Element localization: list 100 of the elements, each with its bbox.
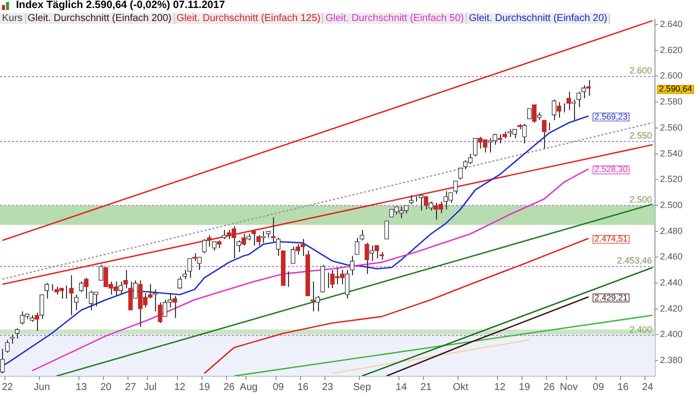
candlestick xyxy=(472,138,478,157)
y-tick-label: 2.600 xyxy=(660,70,683,81)
candlestick xyxy=(202,238,207,254)
ref-line-label: 2.400 xyxy=(629,324,652,334)
text: Gleit. Durchschnitt (Einfach 50) xyxy=(323,13,467,24)
candlestick xyxy=(364,242,370,274)
text: Gleit. Durchschnitt (Einfach 20) xyxy=(466,13,610,24)
y-tick-label: 2.420 xyxy=(660,303,683,314)
x-tick-label: 26 xyxy=(223,382,236,393)
candlestick xyxy=(152,288,158,312)
y-tick-label: 2.560 xyxy=(660,122,683,132)
candlestick xyxy=(187,258,192,278)
candlestick xyxy=(408,194,414,205)
x-tick-label: 26 xyxy=(544,382,556,393)
y-tick-label: 2.400 xyxy=(660,329,683,340)
y-tick-label: 2.380 xyxy=(660,354,683,365)
data-label: 2.429,21 xyxy=(594,292,628,302)
x-tick-label: Okt xyxy=(452,382,468,393)
candlestick xyxy=(290,246,296,264)
candlestick xyxy=(177,276,182,289)
candlestick xyxy=(118,281,123,296)
x-tick-label: Jun xyxy=(34,382,50,393)
candlestick xyxy=(424,196,428,210)
candlestick xyxy=(532,104,537,124)
candlestick xyxy=(468,153,473,165)
candlestick xyxy=(556,102,562,118)
y-tick-label: 2.460 xyxy=(660,252,683,262)
x-tick-label: 19 xyxy=(198,382,210,393)
candlestick xyxy=(172,295,178,318)
candlestick xyxy=(586,80,591,96)
y-tick-label: 2.540 xyxy=(660,148,683,158)
candlestick xyxy=(212,241,217,252)
candlestick xyxy=(14,328,20,340)
candlestick xyxy=(5,339,10,354)
x-tick-label: 27 xyxy=(124,382,137,393)
candlestick xyxy=(0,348,5,374)
x-tick-label: 22 xyxy=(2,382,14,393)
candlestick xyxy=(206,234,212,248)
x-tick-label: 16 xyxy=(297,382,309,393)
candlestick xyxy=(98,264,104,281)
y-tick-label: 2.580 xyxy=(660,96,683,107)
candlestick xyxy=(576,91,581,108)
x-tick-label: 09 xyxy=(592,382,604,393)
y-tick-label: 2.640 xyxy=(660,19,683,30)
chart-title: Index Täglich 2.590,64 (-0,02%) 07.11.2017 xyxy=(16,0,225,11)
y-tick-label: 2.620 xyxy=(660,44,683,55)
x-tick-label: 20 xyxy=(100,382,112,393)
x-tick-label: 23 xyxy=(322,382,334,393)
candlestick xyxy=(581,84,586,99)
candlestick xyxy=(344,270,350,299)
x-tick-label: Jul xyxy=(144,382,157,393)
candlestick xyxy=(527,108,532,120)
ref-line-label: 2.453,46 xyxy=(616,255,652,266)
candlestick xyxy=(542,120,547,150)
candlestick xyxy=(276,237,281,256)
candlestick xyxy=(340,270,345,285)
candlestick xyxy=(443,190,448,210)
ref-line-label: 2.500 xyxy=(629,194,652,204)
candlestick xyxy=(236,240,242,252)
x-tick-label: 09 xyxy=(272,382,284,393)
candlestick xyxy=(69,274,74,316)
y-tick-label: 2.440 xyxy=(660,277,683,288)
candlestick xyxy=(133,280,138,299)
x-tick-label: Nov xyxy=(560,382,578,393)
candlestick xyxy=(128,281,133,311)
candlestick xyxy=(369,245,374,262)
x-tick-label: 16 xyxy=(617,382,629,393)
text: 2.590,64 xyxy=(659,84,692,94)
x-tick-label: 14 xyxy=(396,382,408,393)
x-tick-label: 24 xyxy=(642,382,654,393)
candlestick xyxy=(418,194,424,212)
data-label: 2.569,23 xyxy=(594,111,628,122)
text: Kurs xyxy=(0,13,26,24)
candlestick xyxy=(158,302,162,324)
x-tick-label: 19 xyxy=(518,382,530,393)
y-tick-label: 2.480 xyxy=(660,226,683,236)
x-tick-label: Aug xyxy=(240,382,258,393)
ref-line-label: 2.600 xyxy=(629,65,652,76)
candlestick xyxy=(552,99,556,121)
x-tick-label: Sep xyxy=(353,382,372,393)
candlestick xyxy=(40,294,44,320)
x-tick-label: 12 xyxy=(494,382,506,393)
candlestick xyxy=(522,124,527,144)
candlestick xyxy=(453,180,458,194)
candlestick xyxy=(360,230,364,241)
candlestick xyxy=(34,312,40,332)
data-label: 2.528,30 xyxy=(594,164,628,174)
candlestick xyxy=(78,281,84,293)
candlestick xyxy=(566,91,572,110)
x-tick-label: 12 xyxy=(174,382,186,393)
candlestick xyxy=(44,282,50,299)
y-tick-label: 2.520 xyxy=(660,174,683,184)
candlestick xyxy=(197,256,202,271)
x-tick-label: 13 xyxy=(76,382,88,393)
ref-line-label: 2.550 xyxy=(629,130,652,140)
text: Gleit. Durchschnitt (Einfach 125) xyxy=(174,13,324,24)
candlestick xyxy=(84,277,89,299)
candlestick xyxy=(428,201,434,212)
y-tick-label: 2.500 xyxy=(660,200,683,210)
candlestick xyxy=(350,255,354,276)
